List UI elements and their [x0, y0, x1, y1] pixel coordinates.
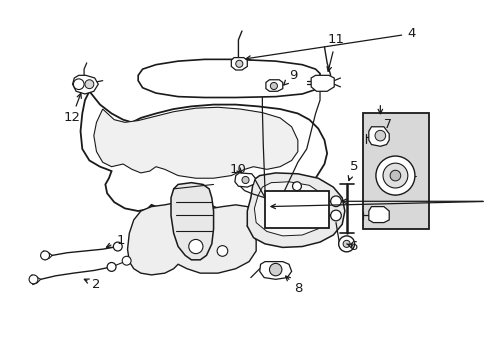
Polygon shape	[368, 207, 388, 222]
Circle shape	[374, 130, 385, 141]
Polygon shape	[171, 183, 213, 260]
Polygon shape	[81, 91, 326, 217]
Circle shape	[343, 240, 349, 247]
Text: 1: 1	[106, 234, 124, 247]
Text: 6: 6	[346, 240, 357, 253]
FancyBboxPatch shape	[362, 113, 428, 229]
Polygon shape	[259, 262, 291, 279]
Circle shape	[29, 275, 38, 284]
Circle shape	[73, 79, 84, 90]
Text: 10: 10	[229, 163, 246, 176]
Circle shape	[269, 264, 281, 276]
Circle shape	[235, 60, 243, 67]
Text: 3: 3	[341, 195, 488, 208]
Polygon shape	[72, 75, 98, 94]
Text: 11: 11	[326, 33, 344, 71]
Polygon shape	[127, 202, 256, 275]
Polygon shape	[234, 173, 255, 187]
Polygon shape	[94, 107, 297, 178]
Circle shape	[338, 236, 354, 252]
Polygon shape	[138, 59, 319, 98]
Circle shape	[292, 182, 301, 191]
Polygon shape	[368, 127, 388, 146]
Text: 3: 3	[270, 195, 488, 209]
Circle shape	[107, 262, 116, 271]
Text: 4: 4	[245, 27, 415, 60]
Circle shape	[113, 242, 122, 251]
Text: 2: 2	[84, 278, 101, 291]
Circle shape	[122, 256, 131, 265]
Polygon shape	[231, 58, 247, 70]
Circle shape	[217, 246, 227, 256]
Text: 7: 7	[384, 118, 391, 131]
Circle shape	[330, 210, 341, 221]
Circle shape	[242, 176, 248, 184]
Circle shape	[41, 251, 49, 260]
Polygon shape	[310, 75, 333, 91]
Text: 8: 8	[285, 276, 302, 295]
Circle shape	[85, 80, 94, 89]
Circle shape	[375, 156, 414, 195]
FancyBboxPatch shape	[264, 191, 328, 228]
Polygon shape	[254, 182, 328, 236]
Polygon shape	[265, 80, 282, 91]
Circle shape	[382, 163, 407, 188]
Circle shape	[330, 196, 341, 207]
Text: 5: 5	[347, 160, 357, 180]
Text: 9: 9	[283, 69, 297, 85]
Circle shape	[188, 239, 203, 254]
Text: 12: 12	[63, 94, 81, 125]
Circle shape	[389, 170, 400, 181]
Circle shape	[270, 82, 277, 90]
Polygon shape	[247, 173, 344, 247]
